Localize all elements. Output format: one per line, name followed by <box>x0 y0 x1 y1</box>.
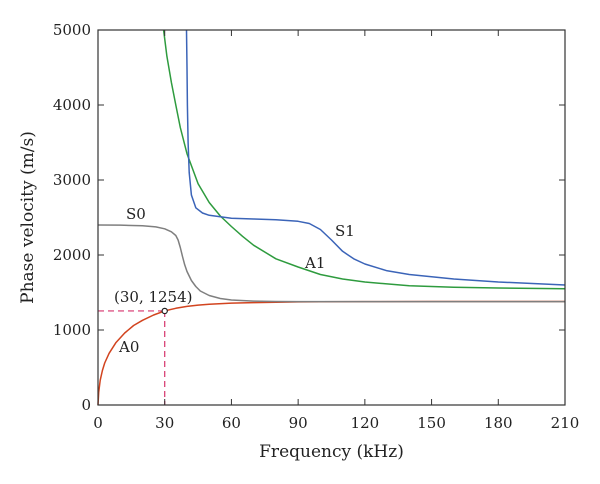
curve-s0 <box>97 224 565 303</box>
dispersion-curves <box>97 29 566 406</box>
curve-a0 <box>97 300 565 406</box>
curve-s1 <box>185 29 566 286</box>
y-axis-title: Phase velocity (m/s) <box>18 131 38 304</box>
curve-label-a0: A0 <box>118 338 139 356</box>
axis-ticks: 0 30 60 90 120 150 180 210 0 1000 2000 3000 4000 5000 <box>53 21 580 432</box>
x-axis-title: Frequency (kHz) <box>259 442 404 462</box>
curve-label-a1: A1 <box>304 254 325 272</box>
x-tick-label: 0 <box>93 414 103 432</box>
x-tick-label: 120 <box>351 414 380 432</box>
y-tick-label: 2000 <box>53 246 91 264</box>
curve-label-s0: S0 <box>126 205 146 223</box>
annotation-marker <box>161 307 168 315</box>
curve-a1 <box>162 29 566 290</box>
point-annotation: (30, 1254) <box>114 288 193 306</box>
x-tick-label: 30 <box>155 414 174 432</box>
annotation-guides <box>98 310 166 405</box>
y-tick-label: 0 <box>81 396 91 414</box>
y-tick-label: 5000 <box>53 21 91 39</box>
x-tick-label: 150 <box>417 414 446 432</box>
plot-frame <box>97 29 566 406</box>
y-tick-label: 1000 <box>53 321 91 339</box>
x-tick-label: 60 <box>222 414 241 432</box>
y-tick-label: 4000 <box>53 96 91 114</box>
y-tick-label: 3000 <box>53 171 91 189</box>
curve-labels: S0 S1 A1 A0 (30, 1254) <box>114 205 355 356</box>
x-tick-label: 180 <box>484 414 513 432</box>
curve-label-s1: S1 <box>335 222 355 240</box>
x-tick-label: 210 <box>551 414 580 432</box>
x-tick-label: 90 <box>289 414 308 432</box>
